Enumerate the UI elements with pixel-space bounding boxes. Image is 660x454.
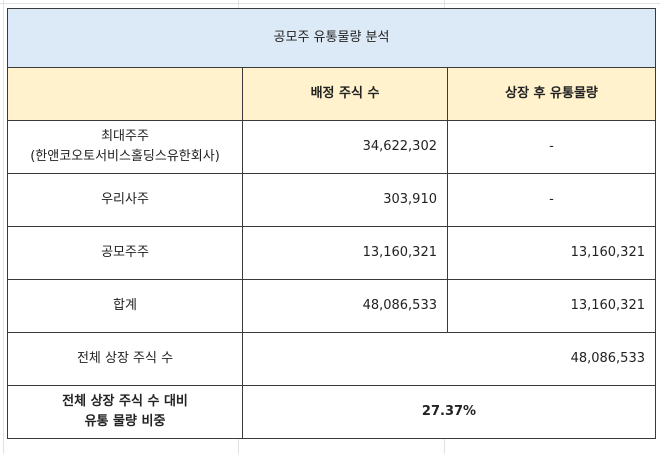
table-body: 공모주 유통물량 분석 배정 주식 수 상장 후 유통물량 최대주주 (한앤코오토… [7, 8, 656, 439]
row-label: 우리사주 [7, 173, 243, 227]
label-line: 전체 상장 주식 수 [76, 351, 174, 366]
header-cell: 상장 후 유통물량 [447, 67, 656, 121]
value-cell: 13,160,321 [242, 226, 448, 280]
table-title: 공모주 유통물량 분석 [7, 8, 656, 68]
header-cell: 배정 주식 수 [242, 67, 448, 121]
label-line: 전체 상장 주식 수 대비 [62, 394, 188, 409]
flow-table: 공모주 유통물량 분석 배정 주식 수 상장 후 유통물량 최대주주 (한앤코오토… [7, 8, 656, 439]
data-row: 전체 상장 주식 수 대비 유통 물량 비중 27.37% [7, 385, 656, 439]
value-cell: 48,086,533 [242, 279, 448, 333]
value-cell: 27.37% [242, 385, 656, 439]
data-row: 전체 상장 주식 수 48,086,533 [7, 332, 656, 386]
row-label: 전체 상장 주식 수 [7, 332, 243, 386]
data-row: 공모주주 13,160,321 13,160,321 [7, 226, 656, 280]
row-label: 합계 [7, 279, 243, 333]
data-row: 최대주주 (한앤코오토서비스홀딩스유한회사) 34,622,302- [7, 120, 656, 174]
value-cell: - [447, 120, 656, 174]
row-label: 공모주주 [7, 226, 243, 280]
value-cell: 13,160,321 [447, 279, 656, 333]
header-blank [7, 67, 243, 121]
title-row: 공모주 유통물량 분석 [7, 8, 656, 68]
label-line: 유통 물량 비중 [84, 414, 166, 429]
value-cell: 13,160,321 [447, 226, 656, 280]
value-cell: 303,910 [242, 173, 448, 227]
label-line: 최대주주 [101, 129, 149, 144]
row-label: 최대주주 (한앤코오토서비스홀딩스유한회사) [7, 120, 243, 174]
label-line: (한앤코오토서비스홀딩스유한회사) [30, 149, 220, 164]
data-row: 합계 48,086,533 13,160,321 [7, 279, 656, 333]
value-cell: 48,086,533 [242, 332, 656, 386]
header-row: 배정 주식 수 상장 후 유통물량 [7, 67, 656, 121]
value-cell: 34,622,302 [242, 120, 448, 174]
label-line: 합계 [113, 298, 137, 313]
data-row: 우리사주 303,910- [7, 173, 656, 227]
label-line: 공모주주 [101, 245, 149, 260]
sheet-grid [3, 0, 4, 454]
sheet-grid [0, 3, 660, 4]
value-cell: - [447, 173, 656, 227]
label-line: 우리사주 [101, 192, 149, 207]
